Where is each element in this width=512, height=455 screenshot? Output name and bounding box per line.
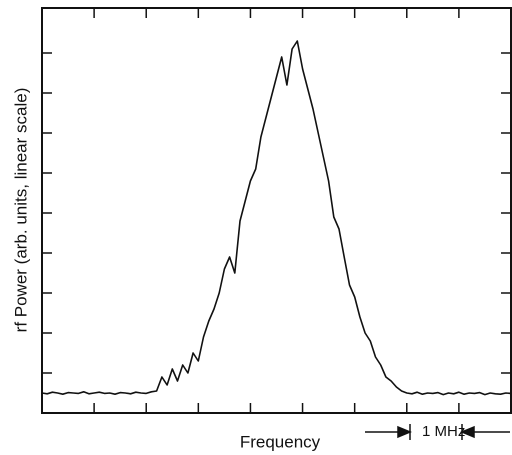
plot-frame [41,7,512,414]
annotation: 1 MHz [422,423,465,440]
spectrum-line [41,40,512,396]
y-axis-label: rf Power (arb. units, linear scale) [11,88,30,333]
annotation-arrows [365,424,510,440]
x-axis-label: Frequency [240,432,321,451]
